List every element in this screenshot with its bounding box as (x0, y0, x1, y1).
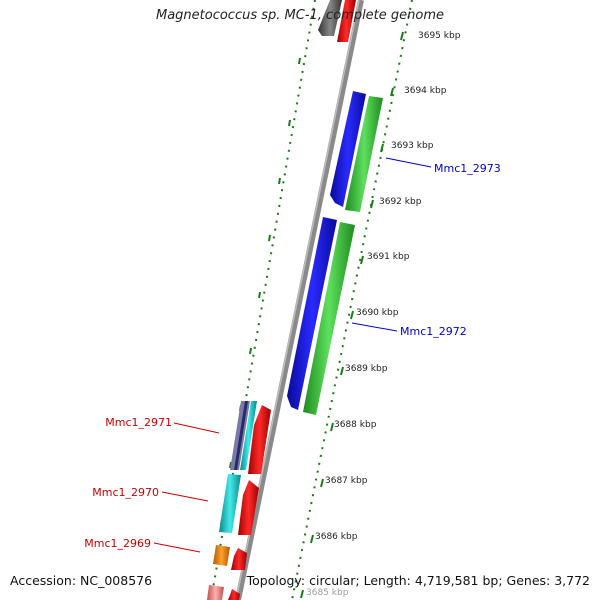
gene-arrow-cyan-2970[interactable] (219, 474, 241, 533)
outer-ruler (291, 0, 413, 600)
gene-arrow-red-top[interactable] (337, 0, 356, 42)
tick-label-3693: 3693 kbp (391, 141, 434, 151)
tick-label-3691: 3691 kbp (367, 252, 410, 262)
gene-arrow-red-2971[interactable] (248, 405, 271, 474)
leader-line-2971 (173, 422, 220, 434)
gene-arrow-blue-2972[interactable] (287, 217, 337, 410)
tick-label-3695: 3695 kbp (418, 31, 461, 41)
gene-label-mmc1-2971[interactable]: Mmc1_2971 (105, 416, 172, 429)
topology-summary: Topology: circular; Length: 4,719,581 bp… (246, 573, 590, 588)
gene-label-mmc1-2970[interactable]: Mmc1_2970 (92, 486, 159, 499)
gene-stripe-dark-2971 (234, 401, 248, 470)
leader-line-2972 (351, 322, 398, 332)
tick-label-3690: 3690 kbp (356, 308, 399, 318)
gene-arrow-red-2970[interactable] (238, 480, 259, 535)
leader-line-2973 (385, 157, 432, 168)
gene-arrow-green-2972[interactable] (303, 222, 355, 415)
gene-arrow-green-2973[interactable] (345, 96, 383, 212)
tick-label-3694: 3694 kbp (404, 86, 447, 96)
inner-ruler (210, 0, 316, 600)
tick-label-3685: 3685 kbp (306, 588, 349, 598)
gene-arrow-grey-top[interactable] (318, 0, 342, 36)
gene-arrow-blue-2973[interactable] (330, 91, 366, 207)
gene-label-mmc1-2973[interactable]: Mmc1_2973 (434, 162, 501, 175)
leader-line-2970 (161, 491, 209, 502)
gene-arrow-cyan-2971[interactable] (240, 401, 257, 470)
gene-arrow-orange-2969[interactable] (213, 545, 230, 566)
genome-title: Magnetococcus sp. MC-1, complete genome (155, 8, 445, 23)
tick-label-3688: 3688 kbp (334, 420, 377, 430)
gene-label-mmc1-2972[interactable]: Mmc1_2972 (400, 325, 467, 338)
outer-ruler-ticks (300, 31, 404, 599)
ruler-tick-labels: 3685 kbp 3686 kbp 3687 kbp 3688 kbp 3689… (306, 31, 461, 598)
leader-line-2969 (153, 542, 201, 553)
accession-text: Accession: NC_008576 (10, 573, 153, 588)
tick-label-3689: 3689 kbp (345, 364, 388, 374)
gene-label-mmc1-2969[interactable]: Mmc1_2969 (84, 537, 151, 550)
sequence-backbone (235, 0, 364, 600)
gene-arrow-pink-bottom[interactable] (207, 585, 224, 600)
gene-arrow-red-bottom[interactable] (228, 589, 240, 600)
gene-arrow-red-2969[interactable] (231, 548, 247, 570)
tick-label-3686: 3686 kbp (315, 532, 358, 542)
tick-label-3687: 3687 kbp (325, 476, 368, 486)
tick-label-3692: 3692 kbp (379, 197, 422, 207)
